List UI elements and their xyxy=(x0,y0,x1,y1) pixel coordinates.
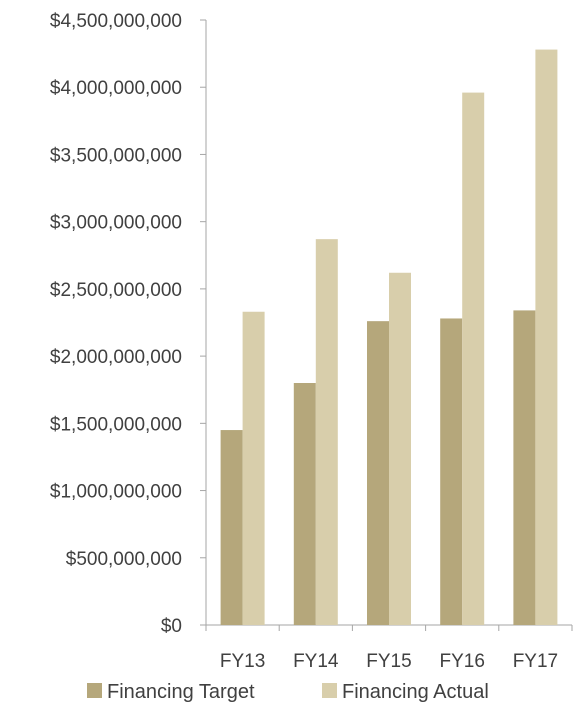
y-tick-label: $4,500,000,000 xyxy=(50,11,182,32)
y-tick-label: $0 xyxy=(161,616,182,637)
bar-financing-target-fy13 xyxy=(220,430,243,625)
bar-financing-actual-fy13 xyxy=(242,311,265,625)
y-tick-label: $2,000,000,000 xyxy=(50,347,182,368)
y-tick-label: $500,000,000 xyxy=(66,549,182,570)
bar-financing-actual-fy15 xyxy=(389,272,411,625)
bar-financing-target-fy15 xyxy=(367,321,389,625)
y-tick-label: $1,500,000,000 xyxy=(50,414,182,435)
bar-financing-actual-fy17 xyxy=(535,49,558,626)
bar-financing-target-fy16 xyxy=(440,318,463,625)
legend-swatch-financing-target xyxy=(87,683,102,698)
legend: Financing Target Financing Actual xyxy=(87,681,489,703)
bar-financing-target-fy17 xyxy=(513,310,536,625)
legend-label-financing-target: Financing Target xyxy=(107,681,255,703)
y-tick-label: $3,000,000,000 xyxy=(50,213,182,234)
y-tick-label: $4,000,000,000 xyxy=(50,78,182,99)
bars xyxy=(220,49,558,626)
y-axis: $0 $500,000,000 $1,000,000,000 $1,500,000,0… xyxy=(50,11,207,637)
x-tick-label: FY15 xyxy=(366,651,411,672)
bar-financing-actual-fy14 xyxy=(315,239,338,625)
bar-financing-target-fy14 xyxy=(293,383,316,625)
x-tick-label: FY14 xyxy=(293,651,339,672)
bar-financing-actual-fy16 xyxy=(462,92,485,626)
legend-swatch-financing-actual xyxy=(322,683,337,698)
x-tick-label: FY17 xyxy=(513,651,558,672)
legend-label-financing-actual: Financing Actual xyxy=(342,681,489,703)
x-axis: FY13 FY14 FY15 FY16 FY17 xyxy=(205,624,573,672)
y-tick-label: $1,000,000,000 xyxy=(50,482,182,503)
x-tick-label: FY16 xyxy=(439,651,484,672)
y-tick-label: $3,500,000,000 xyxy=(50,145,182,166)
x-tick-label: FY13 xyxy=(220,651,265,672)
y-tick-label: $2,500,000,000 xyxy=(50,280,182,301)
